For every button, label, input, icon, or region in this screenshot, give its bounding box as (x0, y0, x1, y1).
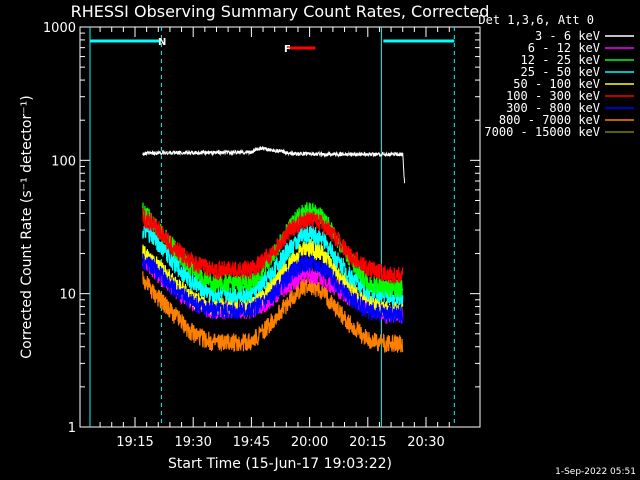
x-tick-label: 20:30 (407, 435, 444, 450)
timestamp: 1-Sep-2022 05:51 (555, 467, 636, 477)
series-line (142, 207, 404, 285)
marker-label: F (284, 44, 291, 55)
chart-title: RHESSI Observing Summary Count Rates, Co… (71, 2, 490, 21)
legend-label: 25 - 50 keV (521, 65, 600, 79)
series-line-3-6kev (142, 145, 406, 184)
legend-label: 7000 - 15000 keV (484, 125, 600, 139)
y-tick-label: 10 (59, 288, 76, 303)
y-tick-label: 1000 (43, 21, 76, 36)
series-line (142, 146, 406, 183)
plot-frame (79, 26, 481, 428)
x-tick-label: 20:00 (291, 435, 328, 450)
x-tick-label: 19:30 (174, 435, 211, 450)
legend-label: 3 - 6 keV (535, 29, 600, 43)
legend-label: 12 - 25 keV (521, 53, 600, 67)
legend-label: 800 - 7000 keV (499, 113, 600, 127)
legend-label: 300 - 800 keV (506, 101, 600, 115)
x-tick-label: 19:45 (233, 435, 270, 450)
y-tick-label: 1 (68, 421, 76, 436)
legend-header: Det 1,3,6, Att 0 (478, 13, 594, 27)
series-line (142, 222, 404, 306)
legend-label: 100 - 300 keV (506, 89, 600, 103)
series-line (142, 253, 404, 324)
x-tick-label: 19:15 (116, 435, 153, 450)
y-tick-label: 100 (51, 154, 76, 169)
y-axis-title: Corrected Count Rate (s⁻¹ detector⁻¹) (19, 95, 35, 358)
plot-area: 1 10 100 1000 19:15 19:30 19:45 20:00 20:15 20:30… (43, 21, 481, 450)
x-axis-title: Start Time (15-Jun-17 19:03:22) (168, 456, 392, 472)
legend-label: 50 - 100 keV (513, 77, 600, 91)
marker-label: N (158, 37, 166, 48)
series-line (142, 271, 404, 353)
x-tick-label: 20:15 (349, 435, 386, 450)
legend-label: 6 - 12 keV (528, 41, 600, 55)
